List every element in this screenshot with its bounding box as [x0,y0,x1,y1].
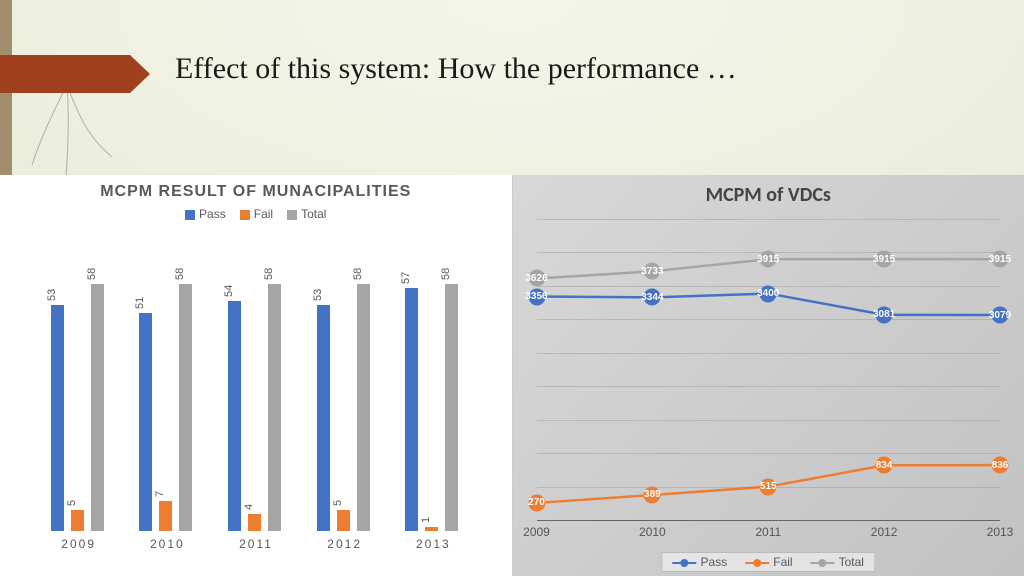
x-axis-label: 2012 [871,525,898,539]
gridline [537,453,1001,454]
x-axis-label: 2009 [49,537,109,551]
legend-item: Fail [240,207,273,221]
bar-value-label: 58 [352,267,364,279]
data-point-label: 3915 [989,254,1011,265]
x-axis-label: 2010 [639,525,666,539]
bar-value-label: 53 [46,289,58,301]
bar-value-label: 7 [154,491,166,497]
data-point-label: 3400 [757,288,779,299]
data-point-label: 270 [528,497,545,508]
line-chart-plot-area: 2009201020112012201333563344340030813079… [537,220,1001,521]
x-axis-label: 2012 [315,537,375,551]
data-point: 3733 [644,263,661,280]
data-point-label: 834 [876,460,893,471]
x-axis-label: 2011 [755,525,781,539]
bar: 58 [357,284,370,531]
data-point-label: 3626 [525,273,547,284]
data-point-label: 3079 [989,310,1011,321]
data-point: 515 [760,478,777,495]
bar-group: 53558 [49,250,109,531]
data-point-label: 3915 [873,254,895,265]
bar-value-label: 5 [332,500,344,506]
bar: 54 [228,301,241,531]
x-axis-label: 2013 [987,525,1014,539]
x-axis-label: 2009 [523,525,550,539]
data-point-label: 3733 [641,266,663,277]
bar-group: 54458 [226,250,286,531]
bar-group: 57158 [403,250,463,531]
data-point: 834 [876,457,893,474]
data-point-label: 389 [644,489,661,500]
bar: 51 [139,313,152,531]
bar-chart-plot-area: 5355820095175820105445820115355820125715… [20,250,492,551]
x-axis-label: 2013 [403,537,463,551]
title-ribbon-icon [0,55,150,93]
data-point-label: 515 [760,481,777,492]
bar: 1 [425,527,438,531]
gridline [537,420,1001,421]
bar-value-label: 4 [243,504,255,510]
x-axis-label: 2010 [137,537,197,551]
bar-chart-panel: MCPM RESULT OF MUNACIPALITIES Pass Fail To… [0,175,512,576]
line-chart-legend: Pass Fail Total [662,552,875,572]
legend-item: Pass [185,207,226,221]
bar-value-label: 58 [174,267,186,279]
bar-group: 51758 [137,250,197,531]
bar-value-label: 58 [86,267,98,279]
bar: 53 [51,305,64,531]
data-point-label: 836 [992,460,1009,471]
data-point: 389 [644,486,661,503]
data-point-label: 3915 [757,254,779,265]
bar: 58 [445,284,458,531]
bar: 58 [268,284,281,531]
bar: 58 [91,284,104,531]
bar-value-label: 54 [223,284,235,296]
slide-title: Effect of this system: How the performan… [175,52,737,86]
legend-item: Fail [745,555,792,569]
data-point: 3915 [992,251,1009,268]
legend-item: Total [287,207,326,221]
data-point: 3081 [876,306,893,323]
data-point: 836 [992,457,1009,474]
data-point: 3344 [644,289,661,306]
gridline [537,319,1001,320]
bar: 4 [248,514,261,531]
gridline [537,386,1001,387]
bar-value-label: 58 [263,267,275,279]
data-point-label: 3356 [525,291,547,302]
bar-value-label: 53 [312,289,324,301]
x-axis [537,520,1001,521]
bar-chart-legend: Pass Fail Total [0,207,512,221]
data-point: 3400 [760,285,777,302]
data-point: 3079 [992,307,1009,324]
bar-value-label: 58 [440,267,452,279]
bar-value-label: 51 [134,297,146,309]
bar-value-label: 5 [66,500,78,506]
line-chart-panel: MCPM of VDCs 2009 2010 2011 2012 2013 3356 334… [512,175,1024,576]
bar-value-label: 1 [420,517,432,523]
data-point-label: 3344 [641,292,663,303]
bar: 7 [159,501,172,531]
legend-item: Pass [673,555,728,569]
gridline [537,219,1001,220]
data-point: 3915 [760,251,777,268]
bar: 5 [71,510,84,531]
charts-container: MCPM RESULT OF MUNACIPALITIES Pass Fail To… [0,175,1024,576]
bar: 53 [317,305,330,531]
data-point: 3626 [528,270,545,287]
data-point-label: 3081 [873,309,895,320]
data-point: 270 [528,494,545,511]
x-axis-label: 2011 [226,537,286,551]
bar-chart-title: MCPM RESULT OF MUNACIPALITIES [0,175,512,201]
bar-group: 53558 [315,250,375,531]
bar: 57 [405,288,418,531]
gridline [537,353,1001,354]
legend-item: Total [811,555,864,569]
bar-value-label: 57 [400,272,412,284]
bar: 58 [179,284,192,531]
line-chart-title: MCPM of VDCs [513,175,1024,207]
bar: 5 [337,510,350,531]
data-point: 3356 [528,288,545,305]
data-point: 3915 [876,251,893,268]
